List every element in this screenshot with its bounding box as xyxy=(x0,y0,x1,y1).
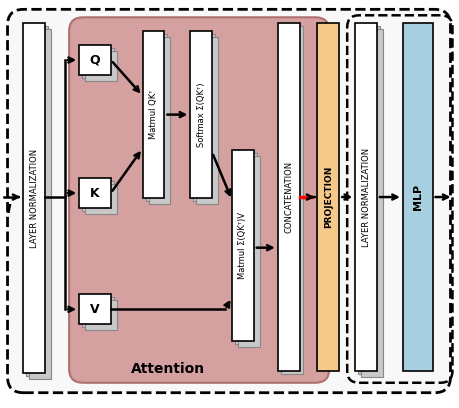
Bar xyxy=(360,29,382,377)
Bar xyxy=(148,37,170,204)
Bar xyxy=(317,23,339,371)
Bar xyxy=(26,26,48,376)
Text: LAYER NORMALIZATION: LAYER NORMALIZATION xyxy=(30,149,39,248)
Bar xyxy=(277,23,299,371)
Bar xyxy=(82,48,113,78)
Bar xyxy=(82,297,113,327)
Text: PROJECTION: PROJECTION xyxy=(323,166,332,228)
Text: Softmax Σ(QKᵀ): Softmax Σ(QKᵀ) xyxy=(196,82,205,147)
Bar xyxy=(280,26,302,374)
Text: CONCATENATION: CONCATENATION xyxy=(284,161,292,233)
Bar xyxy=(142,31,164,198)
Text: MLP: MLP xyxy=(412,184,422,210)
Bar xyxy=(196,37,218,204)
Bar xyxy=(85,300,117,330)
Bar xyxy=(29,29,51,379)
Bar xyxy=(190,31,212,198)
Text: V: V xyxy=(90,303,100,316)
Text: Matmul QKᵀ: Matmul QKᵀ xyxy=(149,90,158,140)
Text: K: K xyxy=(90,186,100,200)
Text: Q: Q xyxy=(90,53,100,67)
Bar xyxy=(82,181,113,211)
Bar xyxy=(237,156,259,347)
Bar xyxy=(23,23,45,373)
Bar xyxy=(193,34,215,201)
Bar xyxy=(79,178,111,208)
Bar xyxy=(79,295,111,324)
Bar xyxy=(358,26,379,374)
Text: Matmul Σ(QKᵀ)V: Matmul Σ(QKᵀ)V xyxy=(238,212,247,279)
Text: I: I xyxy=(7,204,12,217)
Bar xyxy=(79,45,111,75)
Text: LAYER NORMALIZATION: LAYER NORMALIZATION xyxy=(361,147,370,246)
Text: Attention: Attention xyxy=(131,362,205,376)
FancyBboxPatch shape xyxy=(7,9,449,393)
Bar xyxy=(145,34,167,201)
Bar xyxy=(85,51,117,81)
FancyBboxPatch shape xyxy=(69,17,329,383)
Bar xyxy=(354,23,376,371)
Bar xyxy=(402,23,431,371)
Bar xyxy=(231,151,253,341)
Bar xyxy=(85,184,117,214)
Bar xyxy=(235,153,256,344)
